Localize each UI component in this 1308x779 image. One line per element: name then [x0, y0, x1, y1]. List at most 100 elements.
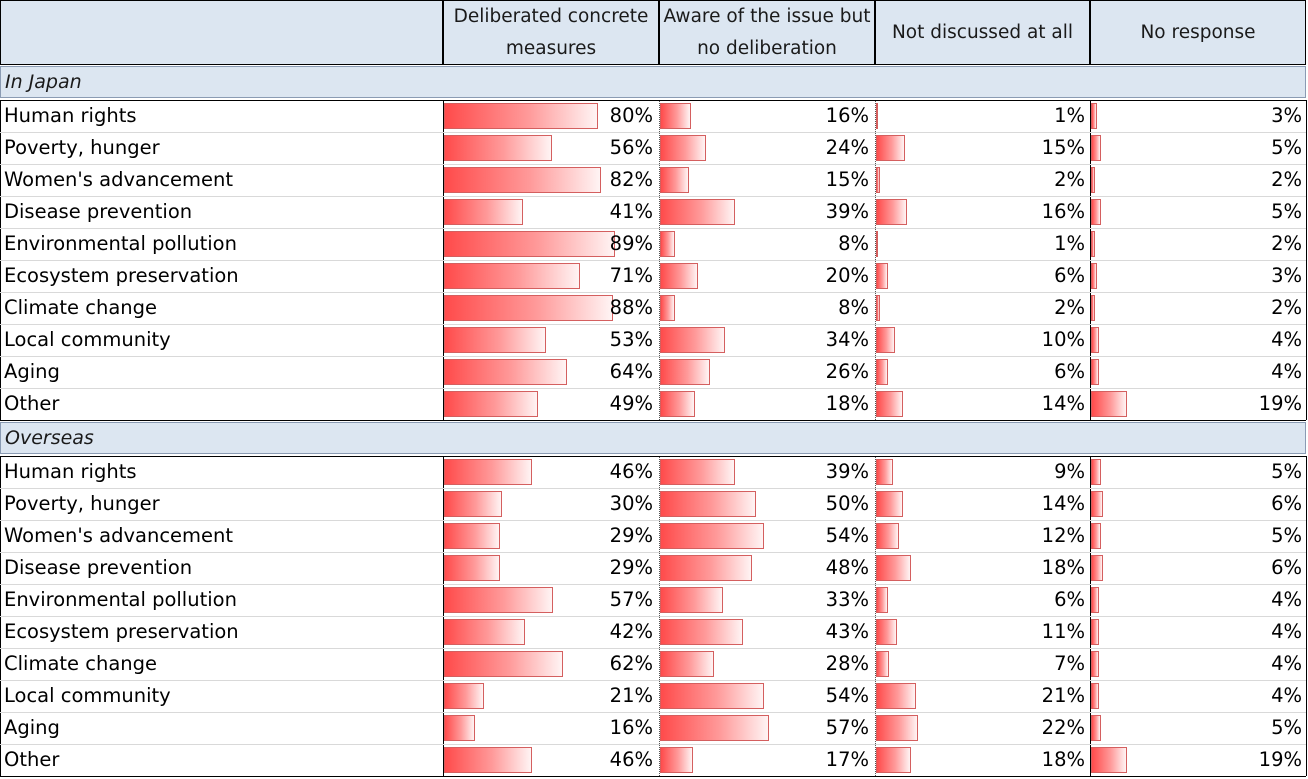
value-label: 6% — [1271, 556, 1302, 579]
value-label: 21% — [1041, 684, 1085, 707]
data-bar — [876, 459, 893, 485]
value-label: 53% — [609, 328, 653, 351]
data-bar — [1091, 295, 1095, 321]
value-label: 39% — [825, 200, 869, 223]
data-bar — [876, 619, 897, 645]
section-border-right — [1306, 100, 1307, 420]
value-label: 54% — [825, 524, 869, 547]
data-bar — [876, 263, 888, 289]
row-divider — [0, 356, 1306, 357]
value-label: 26% — [825, 360, 869, 383]
row-label: Poverty, hunger — [4, 136, 160, 159]
value-label: 12% — [1041, 524, 1085, 547]
data-bar — [660, 327, 725, 353]
row-label: Aging — [4, 716, 60, 739]
value-label: 14% — [1041, 492, 1085, 515]
value-label: 18% — [1041, 748, 1085, 771]
data-bar — [660, 555, 752, 581]
value-label: 1% — [1054, 104, 1085, 127]
value-label: 24% — [825, 136, 869, 159]
row-divider — [0, 196, 1306, 197]
section-header: In Japan — [0, 66, 1306, 98]
value-label: 64% — [609, 360, 653, 383]
value-label: 29% — [609, 556, 653, 579]
row-label: Disease prevention — [4, 556, 193, 579]
header-row-label-cell — [0, 0, 443, 65]
value-label: 6% — [1054, 360, 1085, 383]
data-bar — [660, 263, 698, 289]
data-bar — [876, 231, 878, 257]
value-label: 2% — [1054, 168, 1085, 191]
column-header-not-discussed: Not discussed at all — [875, 0, 1090, 65]
data-bar — [876, 327, 895, 353]
data-bar — [660, 491, 756, 517]
data-bar — [660, 683, 764, 709]
value-label: 46% — [609, 748, 653, 771]
data-bar — [1091, 619, 1099, 645]
data-bar — [1091, 231, 1095, 257]
data-bar — [876, 555, 911, 581]
data-bar — [444, 555, 500, 581]
section-border-top — [0, 456, 1306, 457]
data-bar — [876, 103, 878, 129]
data-bar — [876, 523, 899, 549]
value-label: 4% — [1271, 588, 1302, 611]
data-bar — [660, 715, 769, 741]
row-label: Local community — [4, 328, 171, 351]
value-label: 14% — [1041, 392, 1085, 415]
value-label: 8% — [838, 296, 869, 319]
value-label: 18% — [825, 392, 869, 415]
data-bar — [660, 747, 693, 773]
data-bar — [660, 523, 764, 549]
column-header-deliberated: Deliberated concrete measures — [443, 0, 659, 65]
value-label: 22% — [1041, 716, 1085, 739]
data-bar — [444, 747, 532, 773]
value-label: 15% — [825, 168, 869, 191]
value-label: 62% — [609, 652, 653, 675]
data-bar — [660, 135, 706, 161]
value-label: 20% — [825, 264, 869, 287]
value-label: 9% — [1054, 460, 1085, 483]
row-divider — [0, 260, 1306, 261]
value-label: 42% — [609, 620, 653, 643]
value-label: 19% — [1258, 392, 1302, 415]
data-bar — [1091, 491, 1103, 517]
row-divider — [0, 520, 1306, 521]
data-bar — [444, 523, 500, 549]
data-bar — [660, 651, 714, 677]
data-bar — [1091, 135, 1101, 161]
row-divider — [0, 132, 1306, 133]
value-label: 57% — [825, 716, 869, 739]
data-bar — [444, 135, 552, 161]
data-bar — [660, 619, 743, 645]
value-label: 21% — [609, 684, 653, 707]
value-label: 19% — [1258, 748, 1302, 771]
value-label: 89% — [609, 232, 653, 255]
value-label: 30% — [609, 492, 653, 515]
data-bar — [660, 459, 735, 485]
data-bar — [660, 587, 723, 613]
value-label: 11% — [1041, 620, 1085, 643]
data-bar — [1091, 327, 1099, 353]
data-bar — [660, 295, 675, 321]
value-label: 6% — [1054, 588, 1085, 611]
data-bar — [1091, 651, 1099, 677]
row-divider — [0, 680, 1306, 681]
value-label: 2% — [1271, 232, 1302, 255]
value-label: 43% — [825, 620, 869, 643]
data-bar — [876, 715, 918, 741]
value-label: 54% — [825, 684, 869, 707]
value-label: 48% — [825, 556, 869, 579]
value-label: 80% — [609, 104, 653, 127]
data-bar — [660, 199, 735, 225]
value-label: 18% — [1041, 556, 1085, 579]
row-label: Ecosystem preservation — [4, 620, 239, 643]
data-bar — [444, 683, 484, 709]
value-label: 17% — [825, 748, 869, 771]
row-label: Human rights — [4, 104, 137, 127]
data-bar — [444, 359, 567, 385]
data-bar — [1091, 683, 1099, 709]
row-divider — [0, 164, 1306, 165]
data-bar — [660, 167, 689, 193]
